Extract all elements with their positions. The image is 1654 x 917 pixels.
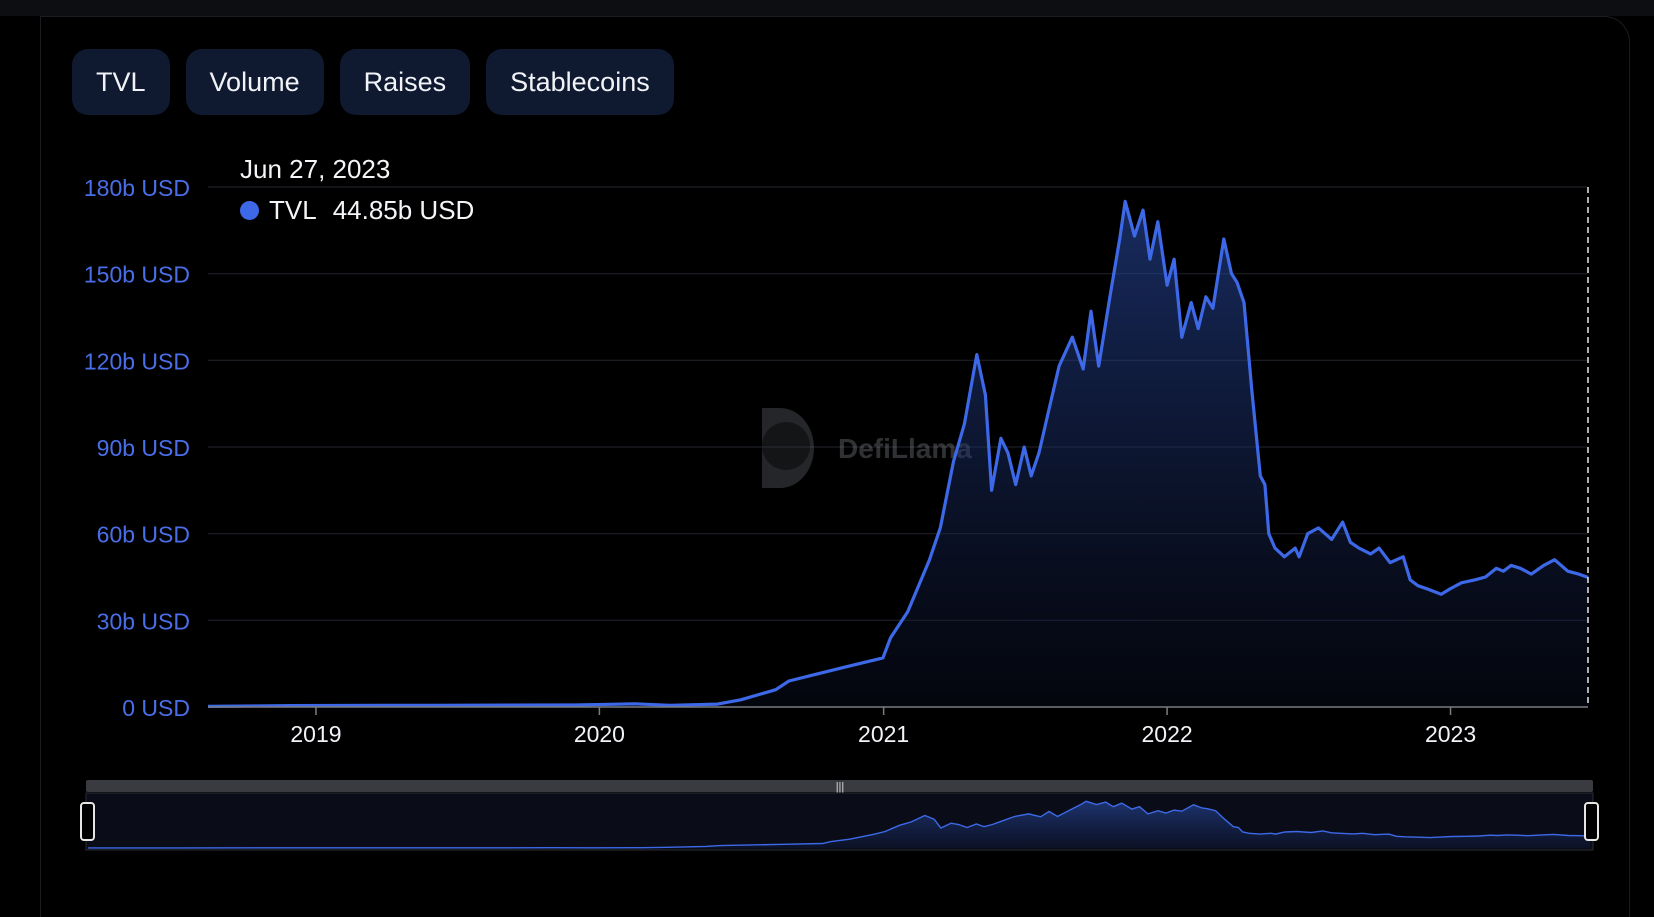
x-tick-label: 2021 — [858, 721, 909, 747]
tab-stablecoins[interactable]: Stablecoins — [486, 49, 674, 115]
zoom-slider-bar[interactable] — [86, 780, 1593, 792]
tooltip-row: TVL 44.85b USD — [240, 195, 474, 226]
y-tick-label: 180b USD — [84, 175, 190, 201]
tvl-series-line — [207, 199, 1589, 708]
x-tick-label: 2019 — [290, 721, 341, 747]
tooltip-value: 44.85b USD — [332, 195, 475, 225]
tvl-chart[interactable]: 0 USD 30b USD 60b USD 90b USD 120b USD 150b U… — [0, 0, 1654, 884]
x-tick-label: 2020 — [574, 721, 625, 747]
top-border — [0, 0, 1654, 16]
defillama-watermark: DefiLlama — [762, 408, 972, 488]
y-tick-label: 150b USD — [84, 262, 190, 288]
x-tick-label: 2022 — [1142, 721, 1193, 747]
zoom-right-handle[interactable] — [1584, 802, 1599, 841]
tooltip-date: Jun 27, 2023 — [240, 154, 391, 184]
tab-raises[interactable]: Raises — [339, 49, 471, 115]
y-axis-ticks: 0 USD 30b USD 60b USD 90b USD 120b USD 150b U… — [84, 175, 190, 721]
zoom-preview-area — [88, 801, 1590, 848]
watermark-text: DefiLlama — [838, 433, 972, 464]
series-dot-icon — [240, 201, 259, 220]
tooltip-series-name: TVL — [269, 195, 317, 225]
zoom-left-handle[interactable] — [80, 802, 95, 841]
chart-panel — [40, 16, 1630, 917]
x-axis-ticks: 2019 2020 2021 2022 2023 — [290, 707, 1476, 747]
llama-logo-icon — [762, 408, 814, 488]
chart-tabs: TVL Volume Raises Stablecoins — [72, 49, 674, 115]
y-tick-label: 30b USD — [97, 608, 190, 634]
zoom-grip-icon: ||| — [836, 781, 845, 793]
zoom-preview-line — [88, 800, 1591, 849]
y-tick-label: 60b USD — [97, 522, 190, 548]
tab-tvl[interactable]: TVL — [72, 49, 170, 115]
y-tick-label: 90b USD — [97, 435, 190, 461]
y-tick-label: 0 USD — [122, 695, 190, 721]
zoom-slider[interactable]: ||| — [80, 780, 1599, 851]
y-tick-label: 120b USD — [84, 348, 190, 374]
x-tick-label: 2023 — [1425, 721, 1476, 747]
tab-volume[interactable]: Volume — [185, 49, 324, 115]
tvl-area — [208, 201, 1588, 707]
